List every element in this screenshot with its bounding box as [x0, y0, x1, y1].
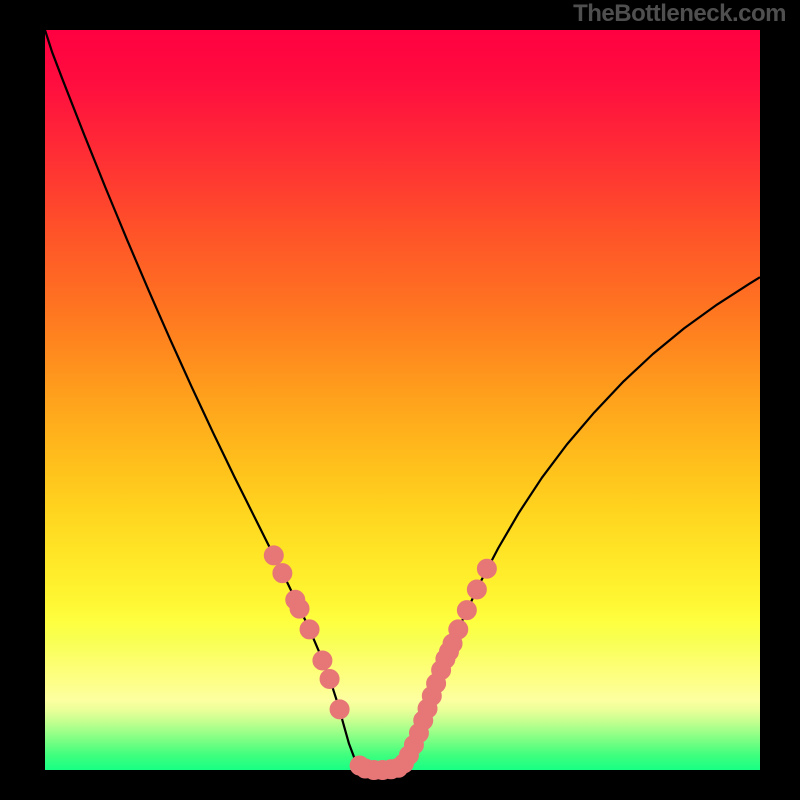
- data-marker: [457, 601, 476, 620]
- bottleneck-chart: [0, 0, 800, 800]
- data-marker: [264, 546, 283, 565]
- data-marker: [477, 559, 496, 578]
- chart-container: TheBottleneck.com: [0, 0, 800, 800]
- data-marker: [313, 651, 332, 670]
- data-marker: [467, 580, 486, 599]
- data-marker: [330, 700, 349, 719]
- watermark-text: TheBottleneck.com: [573, 0, 786, 28]
- data-marker: [320, 669, 339, 688]
- data-marker: [273, 564, 292, 583]
- data-marker: [290, 599, 309, 618]
- data-marker: [449, 620, 468, 639]
- gradient-background: [45, 30, 760, 770]
- data-marker: [300, 620, 319, 639]
